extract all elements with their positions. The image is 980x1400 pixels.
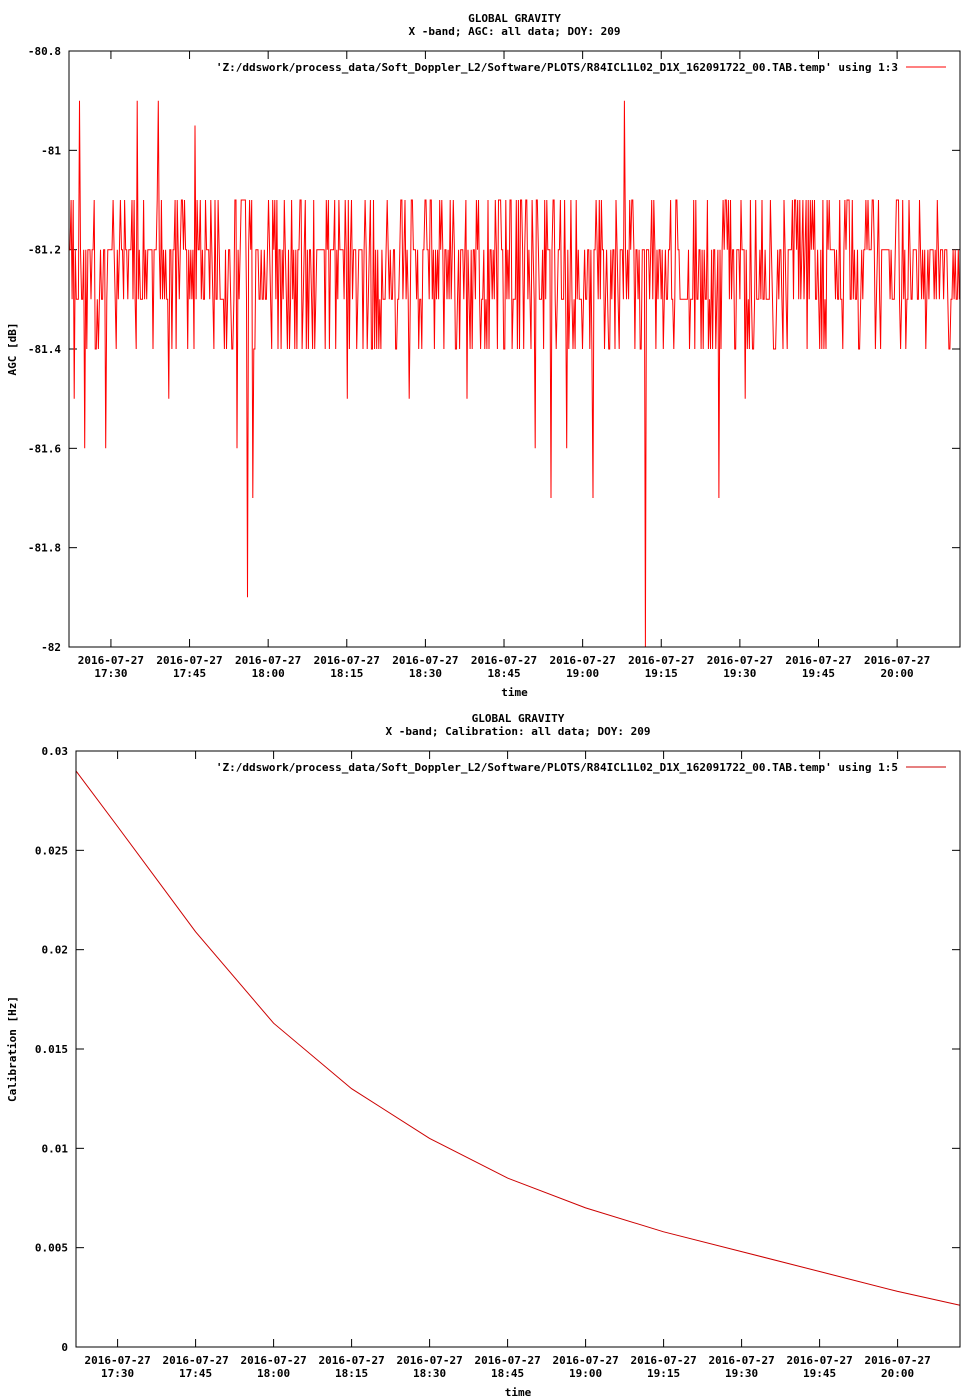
chart-2-ytick-label: 0.005	[35, 1242, 68, 1255]
chart-2-xlabel: time	[505, 1386, 532, 1399]
chart-1-ytick-label: -81	[41, 144, 61, 157]
chart-2-xtick-time: 17:30	[101, 1367, 134, 1380]
chart-1-xtick-date: 2016-07-27	[550, 654, 616, 667]
chart-2-series-line	[75, 770, 961, 1306]
chart-2-ytick-label: 0	[61, 1341, 68, 1354]
chart-1-xtick-time: 19:00	[566, 667, 599, 680]
chart-1-xtick-date: 2016-07-27	[156, 654, 222, 667]
chart-2-xtick-date: 2016-07-27	[864, 1354, 930, 1367]
chart-1-xtick-time: 18:45	[487, 667, 520, 680]
chart-1-xtick-date: 2016-07-27	[707, 654, 773, 667]
chart-2-xtick-time: 18:15	[335, 1367, 368, 1380]
chart-2-xtick-time: 18:30	[413, 1367, 446, 1380]
chart-1-xtick-date: 2016-07-27	[235, 654, 301, 667]
chart-2-xtick-date: 2016-07-27	[84, 1354, 150, 1367]
chart-1-title: GLOBAL GRAVITY	[468, 12, 561, 25]
chart-2-xtick-date: 2016-07-27	[396, 1354, 462, 1367]
chart-2-xtick-time: 19:15	[647, 1367, 680, 1380]
chart-1-subtitle: X -band; AGC: all data; DOY: 209	[409, 25, 621, 38]
chart-1-plot-frame	[68, 50, 961, 648]
chart-1-ylabel: AGC [dB]	[6, 323, 19, 376]
chart-1-xlabel: time	[501, 686, 528, 699]
chart-1-xtick-time: 18:00	[252, 667, 285, 680]
chart-2-xtick-time: 20:00	[881, 1367, 914, 1380]
chart-1-xtick-time: 19:15	[645, 667, 678, 680]
chart-2-xtick-time: 17:45	[179, 1367, 212, 1380]
chart-1-xtick-time: 20:00	[881, 667, 914, 680]
chart-2-xtick-date: 2016-07-27	[786, 1354, 852, 1367]
chart-2-ylabel: Calibration [Hz]	[6, 996, 19, 1102]
chart-2-xtick-time: 19:45	[803, 1367, 836, 1380]
chart-1-ytick-label: -81.6	[28, 442, 61, 455]
chart-1-ytick-label: -81.8	[28, 542, 61, 555]
chart-1-xtick-date: 2016-07-27	[314, 654, 380, 667]
chart-2-ytick-label: 0.02	[42, 944, 69, 957]
chart-2-xtick-time: 19:30	[725, 1367, 758, 1380]
chart-1-xtick-time: 18:30	[409, 667, 442, 680]
chart-2-title: GLOBAL GRAVITY	[472, 712, 565, 725]
chart-1-xtick-date: 2016-07-27	[785, 654, 851, 667]
chart-1-legend-label: 'Z:/ddswork/process_data/Soft_Doppler_L2…	[216, 61, 898, 74]
chart-2-ytick-label: 0.015	[35, 1043, 68, 1056]
chart-1-ytick-label: -81.2	[28, 244, 61, 257]
chart-2-legend-label: 'Z:/ddswork/process_data/Soft_Doppler_L2…	[216, 761, 898, 774]
chart-2-xtick-date: 2016-07-27	[474, 1354, 540, 1367]
chart-2-xtick-date: 2016-07-27	[318, 1354, 384, 1367]
chart-1-xtick-time: 19:45	[802, 667, 835, 680]
chart-2-xtick-time: 18:45	[491, 1367, 524, 1380]
chart-1-xtick-date: 2016-07-27	[471, 654, 537, 667]
chart-2-xtick-time: 19:00	[569, 1367, 602, 1380]
chart-2-subtitle: X -band; Calibration: all data; DOY: 209	[386, 725, 651, 738]
chart-1-xtick-time: 17:45	[173, 667, 206, 680]
chart-2-ytick-label: 0.01	[42, 1142, 69, 1155]
chart-2-xtick-date: 2016-07-27	[630, 1354, 696, 1367]
chart-1-xtick-date: 2016-07-27	[78, 654, 144, 667]
chart-1-xtick-date: 2016-07-27	[628, 654, 694, 667]
chart-1-ytick-label: -82	[41, 641, 61, 654]
chart-1-ytick-label: -80.8	[28, 45, 61, 58]
chart-2-xtick-time: 18:00	[257, 1367, 290, 1380]
chart-1-ytick-label: -81.4	[28, 343, 61, 356]
chart-1-xtick-time: 18:15	[330, 667, 363, 680]
chart-1-series-line	[69, 100, 960, 648]
chart-2-xtick-date: 2016-07-27	[162, 1354, 228, 1367]
chart-1-xtick-date: 2016-07-27	[864, 654, 930, 667]
chart-1-xtick-date: 2016-07-27	[392, 654, 458, 667]
chart-2-ytick-label: 0.025	[35, 844, 68, 857]
chart-2-xtick-date: 2016-07-27	[552, 1354, 618, 1367]
chart-2-plot-frame	[75, 750, 961, 1348]
chart-1-xtick-time: 17:30	[94, 667, 127, 680]
chart-1-xtick-time: 19:30	[723, 667, 756, 680]
chart-2-xtick-date: 2016-07-27	[708, 1354, 774, 1367]
chart-2-xtick-date: 2016-07-27	[240, 1354, 306, 1367]
chart-2-ytick-label: 0.03	[42, 745, 69, 758]
